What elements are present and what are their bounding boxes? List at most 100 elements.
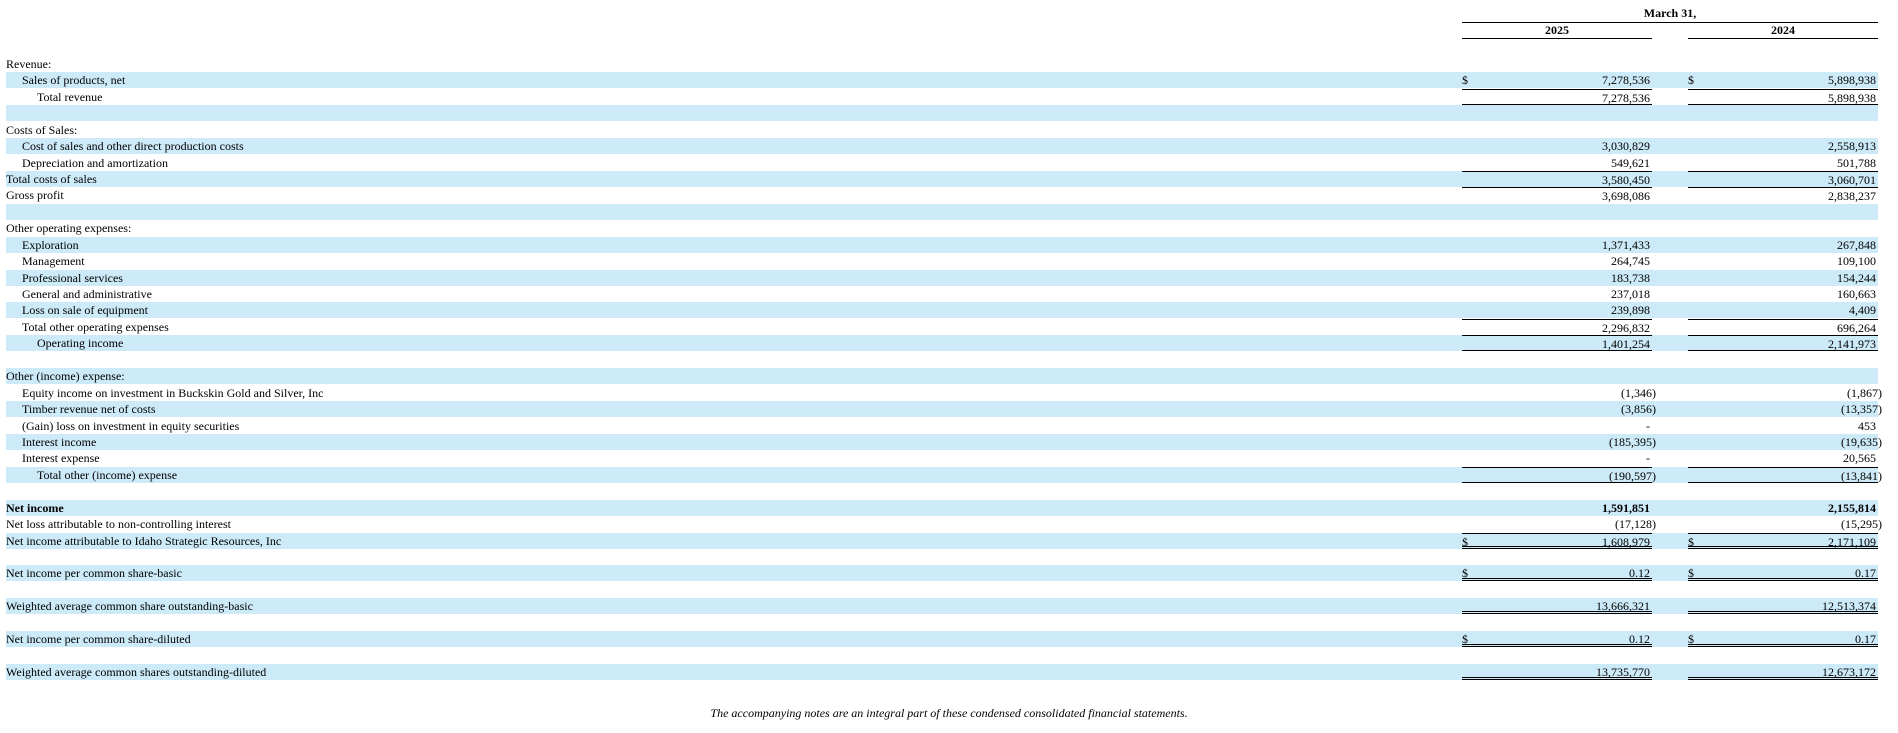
value-2025: (185,395): [1609, 434, 1656, 449]
cell-2025: $0.12: [1462, 565, 1652, 582]
row-label: Professional services: [22, 270, 123, 285]
footnote: The accompanying notes are an integral p…: [710, 706, 1188, 720]
cell-2025: 13,666,321: [1462, 598, 1652, 615]
table-row: Weighted average common share outstandin…: [6, 598, 1878, 615]
cell-2024: $0.17: [1688, 565, 1878, 582]
row-label: (Gain) loss on investment in equity secu…: [22, 418, 240, 433]
value-2025: 264,745: [1611, 254, 1650, 269]
cell-2025: (190,597): [1462, 466, 1656, 483]
cell-2025: $1,608,979: [1462, 532, 1652, 549]
currency-symbol: $: [1462, 566, 1468, 581]
row-label: Weighted average common share outstandin…: [6, 599, 253, 614]
cell-2024: [1688, 122, 1878, 138]
cell-2024: 453: [1688, 418, 1878, 434]
cell-2024: [1688, 368, 1878, 384]
cell-2025: 7,278,536: [1462, 88, 1652, 105]
cell-2025: [1462, 204, 1652, 220]
cell-2025: 3,580,450: [1462, 171, 1652, 187]
cell-2024: 501,788: [1688, 155, 1878, 171]
cell-2024: 160,663: [1688, 286, 1878, 302]
value-2024: 5,898,938: [1828, 73, 1876, 88]
cell-2024: (19,635): [1688, 434, 1882, 450]
row-label: Net loss attributable to non-controlling…: [6, 517, 231, 531]
value-2025: 0.12: [1629, 632, 1650, 646]
value-2024: 12,513,374: [1822, 599, 1876, 614]
cell-2025: 549,621: [1462, 155, 1652, 171]
table-row: Professional services 183,738 154,244: [6, 269, 1878, 286]
cell-2024: (13,357): [1688, 401, 1882, 417]
table-row: (Gain) loss on investment in equity secu…: [6, 418, 1878, 434]
value-2024: (19,635): [1841, 434, 1882, 449]
value-2025: (17,128): [1615, 517, 1656, 531]
value-2024: 2,141,973: [1828, 337, 1876, 352]
table-row: [6, 203, 1878, 220]
value-2024: 696,264: [1837, 320, 1876, 335]
table-row: Net income per common share-diluted $0.12…: [6, 631, 1878, 647]
cell-2024: $0.17: [1688, 631, 1878, 647]
row-label: Net income per common share-basic: [6, 566, 182, 581]
column-header-2025: 2025: [1545, 23, 1569, 37]
currency-symbol: $: [1688, 73, 1694, 88]
cell-2025: 239,898: [1462, 302, 1652, 318]
currency-symbol: $: [1688, 534, 1694, 549]
currency-symbol: $: [1462, 73, 1468, 88]
value-2025: 1,608,979: [1602, 534, 1650, 549]
cell-2024: 12,513,374: [1688, 598, 1878, 615]
table-row: Net income per common share-basic $0.12 $0…: [6, 565, 1878, 582]
value-2024: 267,848: [1837, 237, 1876, 252]
value-2024: 160,663: [1837, 287, 1876, 301]
table-row: Total other (income) expense (190,597) (13…: [6, 466, 1882, 483]
value-2025: 3,580,450: [1602, 173, 1650, 187]
cell-2025: [1462, 582, 1652, 598]
cell-2024: 2,558,913: [1688, 138, 1878, 154]
cell-2025: $7,278,536: [1462, 72, 1652, 88]
value-2025: 7,278,536: [1602, 90, 1650, 105]
value-2024: 109,100: [1837, 254, 1876, 269]
row-label: Total other operating expenses: [22, 319, 169, 334]
cell-2025: [1462, 549, 1652, 565]
value-2025: 1,401,254: [1602, 337, 1650, 352]
value-2024: (15,295): [1841, 517, 1882, 531]
cell-2025: $0.12: [1462, 631, 1652, 647]
value-2024: 2,558,913: [1828, 139, 1876, 154]
value-2024: 2,171,109: [1828, 534, 1876, 549]
value-2024: 3,060,701: [1828, 173, 1876, 187]
row-label: Loss on sale of equipment: [22, 303, 148, 318]
cell-2025: 1,371,433: [1462, 237, 1652, 253]
table-row: General and administrative 237,018 160,663: [6, 286, 1878, 302]
cell-2024: (15,295): [1688, 516, 1882, 532]
cell-2024: (13,841): [1688, 466, 1882, 483]
value-2024: 0.17: [1855, 632, 1876, 646]
table-row: Depreciation and amortization 549,621 501,…: [6, 155, 1878, 171]
value-2025: 13,666,321: [1596, 599, 1650, 614]
table-row: Revenue:: [6, 56, 1878, 72]
cell-2025: 3,030,829: [1462, 138, 1652, 154]
row-label: Cost of sales and other direct productio…: [22, 139, 244, 154]
cell-2024: 696,264: [1688, 318, 1878, 335]
row-label: Management: [22, 254, 85, 269]
cell-2025: [1462, 105, 1652, 121]
value-2025: 239,898: [1611, 303, 1650, 318]
currency-symbol: $: [1688, 632, 1694, 646]
column-header-rule-2025: [1462, 38, 1652, 39]
value-2025: 7,278,536: [1602, 73, 1650, 88]
value-2024: 5,898,938: [1828, 90, 1876, 105]
cell-2024: [1688, 582, 1878, 598]
cell-2025: 3,698,086: [1462, 187, 1652, 203]
row-label: Equity income on investment in Buckskin …: [22, 385, 324, 400]
cell-2024: 267,848: [1688, 237, 1878, 253]
row-label: Total revenue: [37, 89, 103, 104]
value-2025: 237,018: [1611, 287, 1650, 301]
cell-2025: 2,296,832: [1462, 318, 1652, 335]
cell-2024: 4,409: [1688, 302, 1878, 318]
cell-2025: 1,401,254: [1462, 335, 1652, 352]
value-2025: (3,856): [1621, 402, 1656, 416]
table-row: [6, 483, 1878, 499]
value-2024: 2,155,814: [1828, 500, 1876, 515]
currency-symbol: $: [1462, 632, 1468, 646]
cell-2025: (17,128): [1462, 516, 1656, 532]
table-row: Management 264,745 109,100: [6, 253, 1878, 269]
table-row: Exploration 1,371,433 267,848: [6, 236, 1878, 253]
cell-2025: [1462, 352, 1652, 368]
cell-2024: 2,141,973: [1688, 335, 1878, 352]
